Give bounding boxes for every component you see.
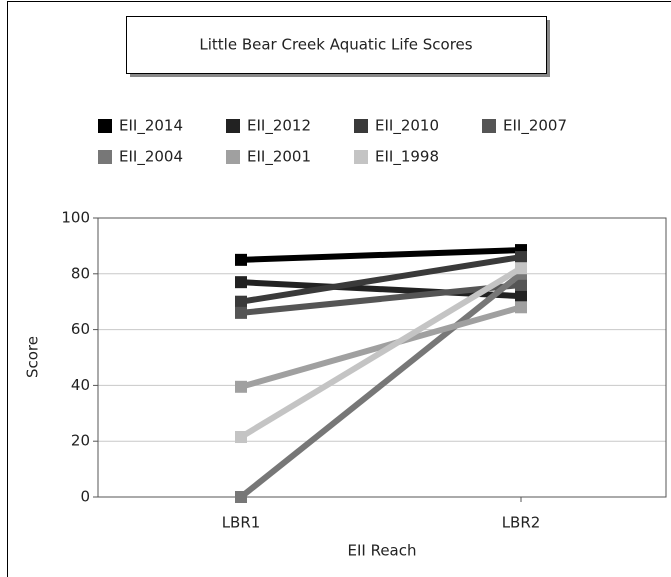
y-tick-label: 60: [71, 320, 90, 338]
series-line: [240, 247, 522, 263]
point: [235, 276, 247, 289]
y-tick-label: 20: [71, 432, 90, 450]
point: [235, 491, 247, 503]
legend-swatch: [354, 150, 368, 164]
legend-swatch: [354, 119, 368, 133]
y-tick-label: 0: [80, 488, 90, 506]
x-tick-label: LBR1: [222, 514, 261, 532]
point: [235, 253, 247, 266]
y-tick-label: 100: [61, 209, 90, 227]
legend-label: EII_2014: [119, 117, 183, 136]
legend-label: EII_2012: [247, 117, 311, 136]
legend-label: EII_2004: [119, 148, 183, 167]
point: [235, 306, 247, 319]
series-line: [239, 265, 523, 440]
legend-label: EII_2007: [503, 117, 567, 136]
y-tick-label: 80: [71, 264, 90, 282]
series-line: [240, 254, 522, 305]
point: [515, 290, 527, 303]
point: [235, 295, 247, 308]
point: [515, 301, 527, 314]
title-box: [126, 16, 547, 74]
legend-label: EII_2001: [247, 148, 311, 167]
chart-title: Little Bear Creek Aquatic Life Scores: [199, 36, 472, 54]
legend-label: EII_2010: [375, 117, 439, 136]
legend-swatch: [226, 119, 240, 133]
legend-swatch: [482, 119, 496, 133]
y-axis-label: Score: [24, 336, 42, 378]
point: [515, 262, 527, 275]
point: [515, 278, 527, 291]
point: [235, 431, 247, 444]
legend-swatch: [98, 150, 112, 164]
point: [515, 251, 527, 264]
series-line: [240, 281, 522, 316]
legend-swatch: [226, 150, 240, 164]
x-tick-label: LBR2: [502, 514, 541, 532]
y-tick-label: 40: [71, 376, 90, 394]
point: [235, 380, 247, 393]
plot-border: [97, 217, 667, 498]
legend-label: EII_1998: [375, 148, 439, 167]
x-axis-label: EII Reach: [347, 542, 416, 560]
series-line: [240, 304, 522, 390]
series-line: [239, 271, 523, 500]
legend-swatch: [98, 119, 112, 133]
